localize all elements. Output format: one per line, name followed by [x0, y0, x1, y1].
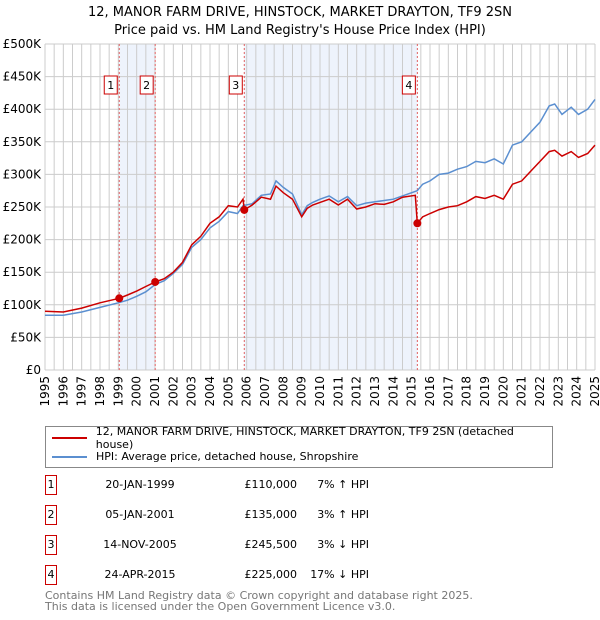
x-tick-label: 2007 [258, 376, 272, 407]
sale-label: 4 [405, 79, 412, 92]
x-tick-label: 1998 [93, 376, 107, 407]
transaction-date: 20-JAN-1999 [105, 478, 175, 491]
footer-copyright: Contains HM Land Registry data © Crown c… [45, 589, 473, 602]
transaction-date: 14-NOV-2005 [103, 538, 177, 551]
transaction-price: £245,500 [244, 538, 298, 551]
transaction-price: £135,000 [244, 508, 298, 521]
x-tick-label: 1999 [111, 376, 125, 407]
hpi-line [45, 98, 596, 316]
y-tick-label: £200K [3, 233, 43, 247]
legend-swatch-property [52, 436, 87, 439]
footer: Contains HM Land Registry data © Crown c… [45, 590, 473, 612]
transaction-hpi: 7% ↑ HPI [317, 478, 369, 491]
x-tick-label: 2017 [441, 376, 455, 407]
x-tick-label: 2005 [221, 376, 235, 407]
x-tick-label: 2002 [166, 376, 180, 407]
x-tick-label: 2006 [240, 376, 254, 407]
transaction-date: 05-JAN-2001 [105, 508, 175, 521]
chart-title: 12, MANOR FARM DRIVE, HINSTOCK, MARKET D… [0, 4, 600, 40]
x-tick-label: 2015 [405, 376, 419, 407]
legend-swatch-hpi [52, 455, 87, 458]
x-tick-label: 2011 [331, 376, 345, 407]
x-tick-label: 2022 [533, 376, 547, 407]
y-tick-label: £400K [3, 102, 43, 116]
y-tick-label: £100K [3, 298, 43, 312]
x-tick-label: 1997 [75, 376, 89, 407]
x-tick-label: 1996 [56, 376, 70, 407]
sale-label-box [401, 75, 416, 95]
x-tick-label: 2003 [185, 376, 199, 407]
x-tick-label: 2025 [588, 376, 600, 407]
x-tick-label: 2020 [496, 376, 510, 407]
footer-licence: This data is licensed under the Open Gov… [45, 600, 396, 613]
transaction-number: 3 [45, 535, 57, 555]
x-tick-label: 2021 [515, 376, 529, 407]
transaction-hpi: 17% ↓ HPI [310, 568, 369, 581]
y-tick-label: £0 [26, 363, 41, 377]
x-tick-label: 2018 [460, 376, 474, 407]
subtitle-line: Price paid vs. HM Land Registry's House … [114, 23, 486, 38]
y-tick-label: £250K [3, 200, 43, 214]
x-tick-label: 2023 [551, 376, 565, 407]
transaction-date: 24-APR-2015 [104, 568, 176, 581]
property-price-line [44, 144, 596, 313]
transaction-hpi: 3% ↓ HPI [317, 538, 369, 551]
sale-label: 3 [232, 79, 239, 92]
x-tick-label: 2013 [368, 376, 382, 407]
y-tick-label: £50K [10, 330, 42, 344]
price-chart: £0 £50K £100K £150K £200K £250K £300K £350K £400… [3, 37, 600, 407]
x-tick-label: 2012 [350, 376, 364, 407]
x-tick-label: 2024 [570, 376, 584, 407]
x-tick-label: 1995 [38, 376, 52, 407]
x-tick-label: 2009 [295, 376, 309, 407]
transaction-number: 2 [45, 505, 57, 525]
x-tick-label: 2014 [386, 376, 400, 407]
sale-label: 2 [143, 79, 150, 92]
transaction-price: £225,000 [244, 568, 298, 581]
sale-label-box [139, 75, 154, 95]
x-tick-label: 2000 [130, 376, 144, 407]
y-tick-label: £300K [3, 167, 43, 181]
y-tick-label: £350K [3, 135, 43, 149]
legend-property: 12, MANOR FARM DRIVE, HINSTOCK, MARKET D… [95, 424, 514, 451]
sale-label: 1 [107, 79, 114, 92]
sale-point [240, 205, 249, 214]
x-tick-label: 2010 [313, 376, 327, 407]
sale-point [151, 277, 160, 286]
x-tick-label: 2004 [203, 376, 217, 407]
transaction-number: 1 [45, 475, 57, 495]
x-tick-label: 2001 [148, 376, 162, 407]
legend-hpi: HPI: Average price, detached house, Shro… [96, 450, 359, 463]
x-tick-label: 2019 [478, 376, 492, 407]
y-tick-label: £450K [3, 70, 43, 84]
transaction-number: 4 [45, 565, 57, 585]
legend: 12, MANOR FARM DRIVE, HINSTOCK, MARKET D… [45, 424, 553, 468]
x-tick-label: 2016 [423, 376, 437, 407]
sale-label-box [103, 75, 118, 95]
title-line: 12, MANOR FARM DRIVE, HINSTOCK, MARKET D… [88, 5, 512, 20]
y-tick-label: £150K [3, 265, 43, 279]
sale-point [413, 219, 422, 228]
sale-point [115, 294, 124, 303]
transaction-price: £110,000 [244, 478, 298, 491]
y-tick-label: £500K [3, 37, 43, 51]
transaction-hpi: 3% ↑ HPI [317, 508, 369, 521]
x-tick-label: 2008 [276, 376, 290, 407]
sale-label-box [228, 75, 243, 95]
